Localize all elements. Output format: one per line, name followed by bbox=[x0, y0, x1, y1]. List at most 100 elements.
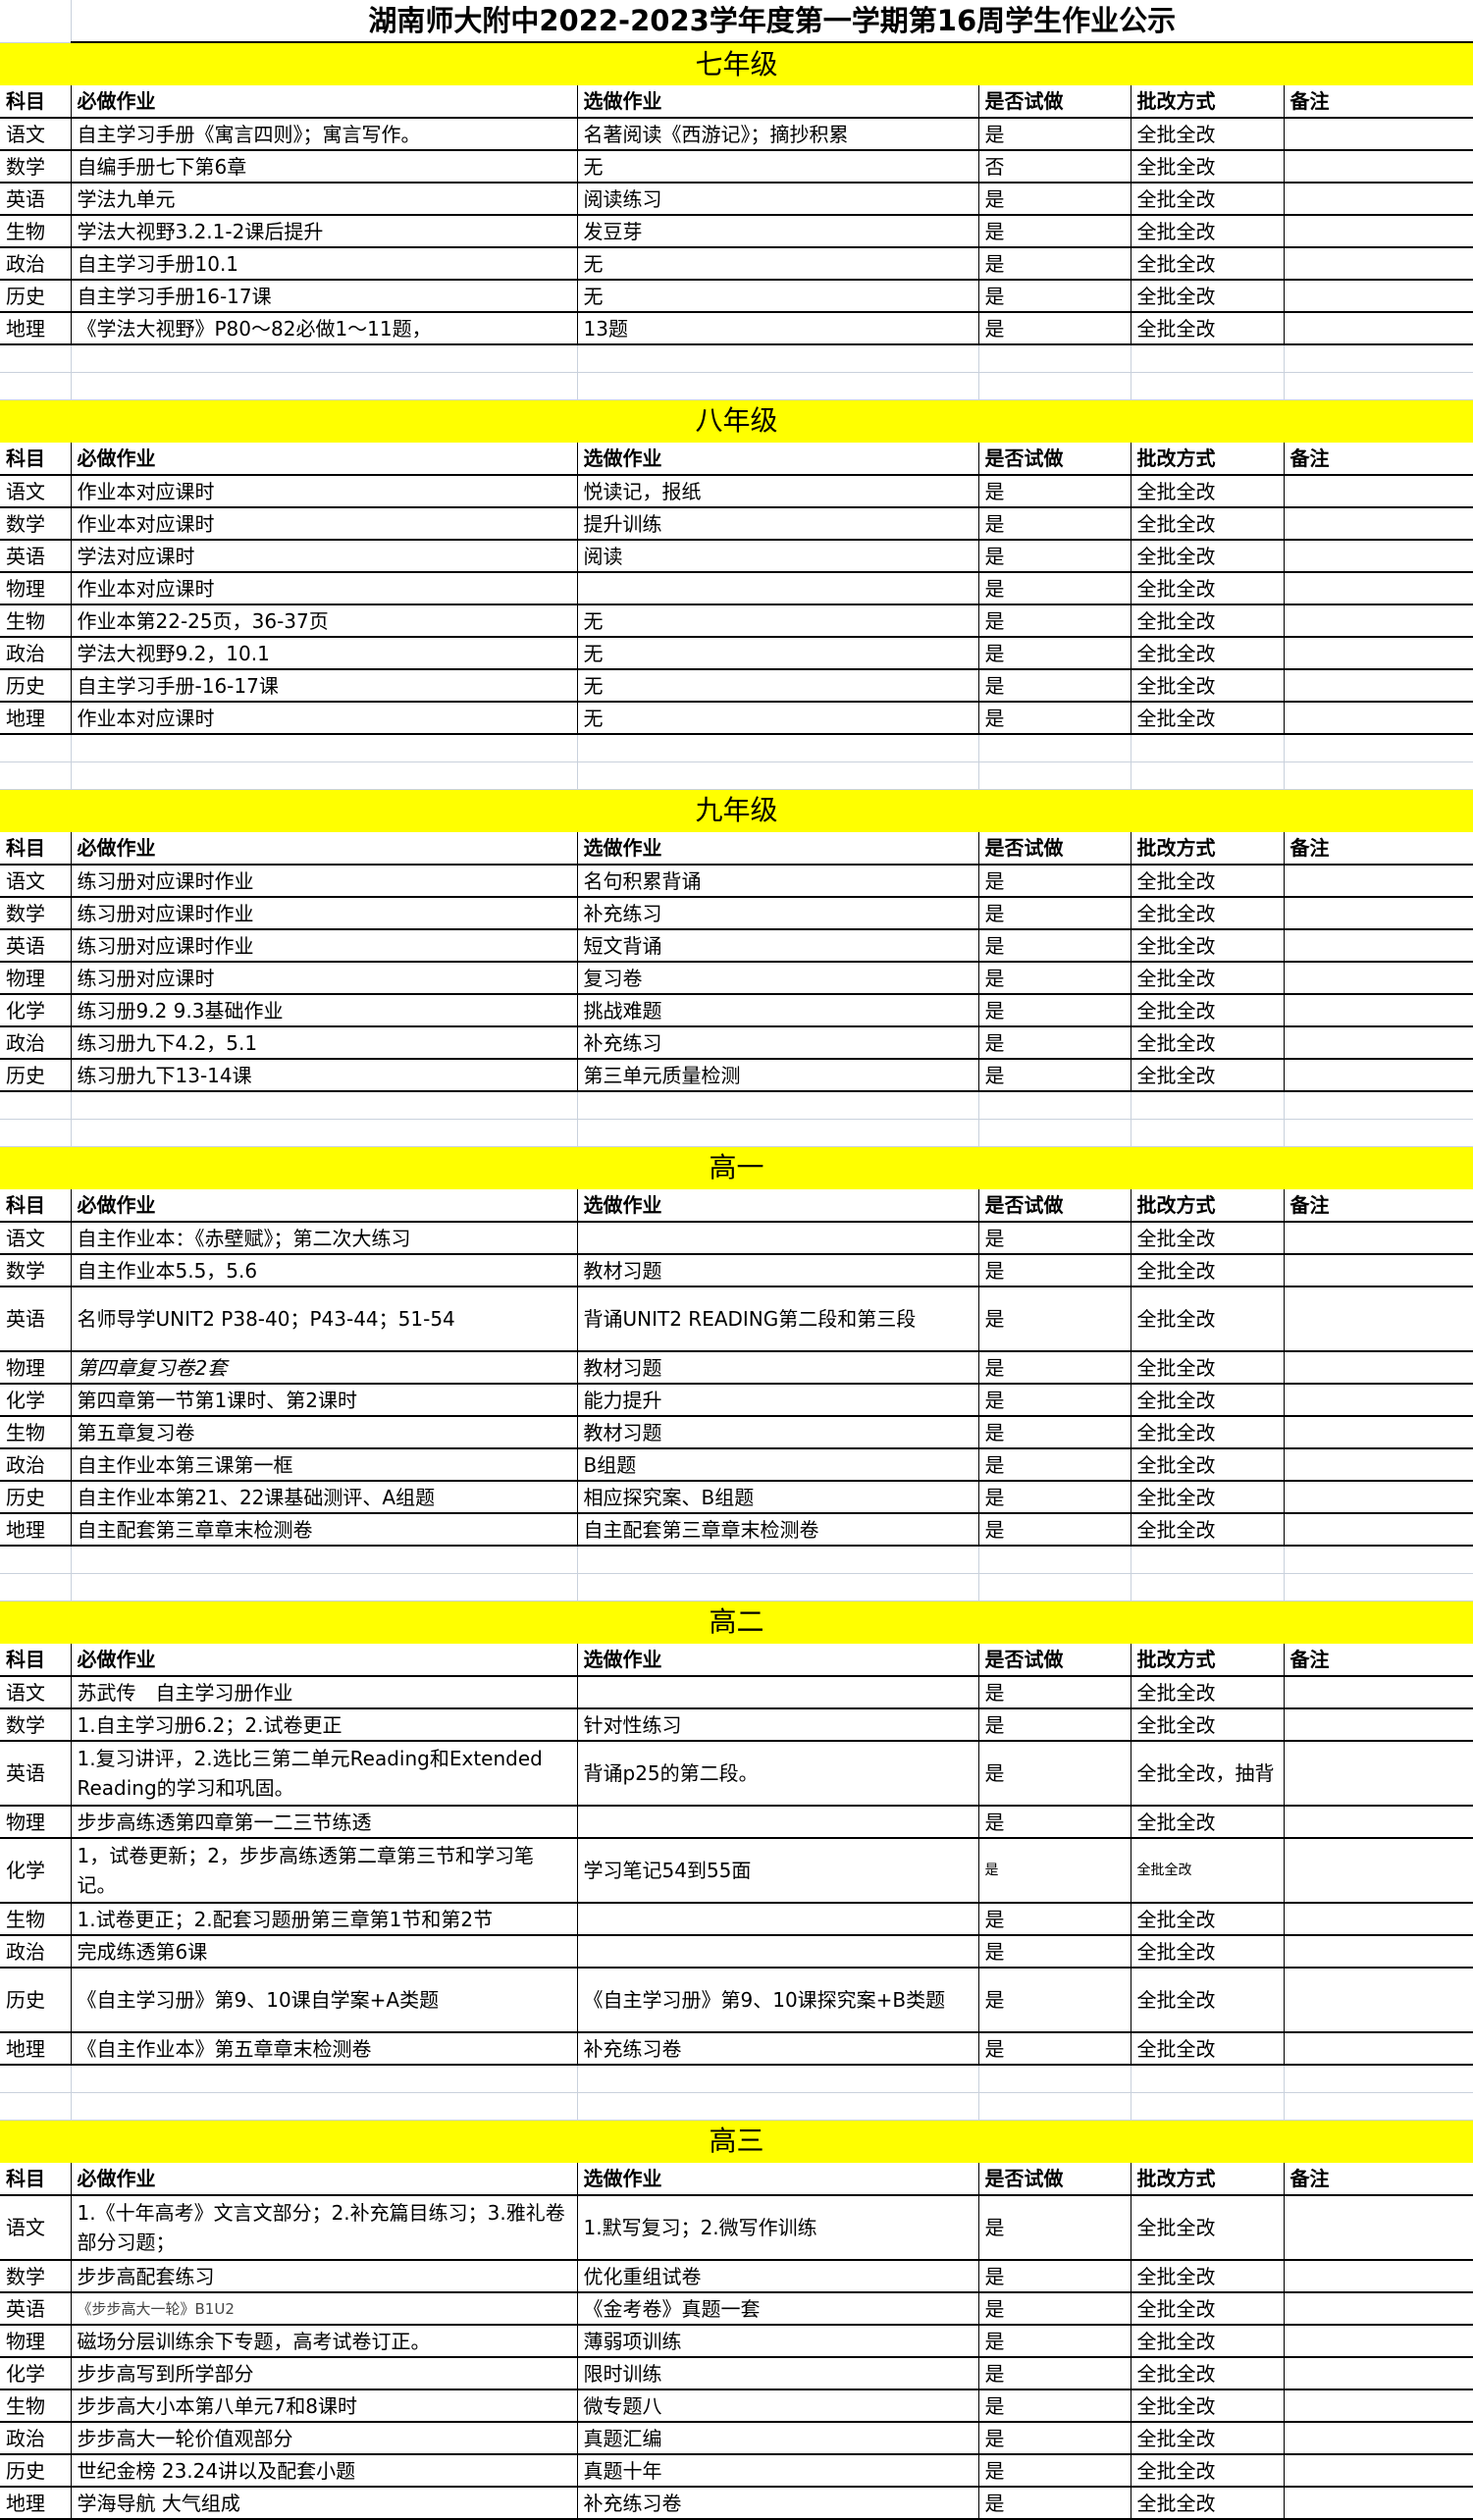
cell-optional[interactable]: 挑战难题 bbox=[577, 994, 979, 1027]
header-trial[interactable]: 是否试做 bbox=[978, 1189, 1131, 1223]
cell-trial[interactable]: 是 bbox=[978, 2195, 1131, 2261]
cell-grading[interactable]: 全批全改 bbox=[1131, 669, 1285, 703]
cell-subject[interactable]: 物理 bbox=[0, 572, 72, 605]
cell-grading[interactable]: 全批全改 bbox=[1131, 1968, 1285, 2033]
cell-grading[interactable]: 全批全改 bbox=[1131, 507, 1285, 541]
header-required[interactable]: 必做作业 bbox=[71, 832, 578, 866]
cell-optional[interactable]: 针对性练习 bbox=[577, 1708, 979, 1742]
cell-grading[interactable]: 全批全改 bbox=[1131, 604, 1285, 638]
cell-note[interactable] bbox=[1284, 702, 1473, 735]
cell-required[interactable]: 世纪金榜 23.24讲以及配套小题 bbox=[71, 2454, 578, 2488]
cell-note[interactable] bbox=[1284, 247, 1473, 281]
cell-required[interactable]: 1.试卷更正；2.配套习题册第三章第1节和第2节 bbox=[71, 1903, 578, 1936]
empty-cell[interactable] bbox=[71, 761, 578, 790]
empty-cell[interactable] bbox=[1131, 761, 1285, 790]
cell-subject[interactable]: 英语 bbox=[0, 183, 72, 216]
cell-subject[interactable]: 生物 bbox=[0, 1903, 72, 1936]
cell-grading[interactable]: 全批全改 bbox=[1131, 183, 1285, 216]
cell-note[interactable] bbox=[1284, 1935, 1473, 1969]
empty-cell[interactable] bbox=[577, 2065, 979, 2093]
header-note[interactable]: 备注 bbox=[1284, 832, 1473, 866]
cell-required[interactable]: 第四章第一节第1课时、第2课时 bbox=[71, 1384, 578, 1417]
cell-optional[interactable]: 背诵p25的第二段。 bbox=[577, 1741, 979, 1807]
header-note[interactable]: 备注 bbox=[1284, 85, 1473, 119]
empty-cell[interactable] bbox=[1284, 372, 1473, 400]
cell-trial[interactable]: 是 bbox=[978, 1741, 1131, 1807]
cell-note[interactable] bbox=[1284, 2325, 1473, 2358]
cell-note[interactable] bbox=[1284, 865, 1473, 898]
cell-required[interactable]: 自主学习手册-16-17课 bbox=[71, 669, 578, 703]
cell-optional[interactable]: 教材习题 bbox=[577, 1416, 979, 1449]
cell-optional[interactable]: 优化重组试卷 bbox=[577, 2260, 979, 2293]
cell-trial[interactable]: 是 bbox=[978, 994, 1131, 1027]
cell-subject[interactable]: 英语 bbox=[0, 540, 72, 573]
cell-subject[interactable]: 语文 bbox=[0, 118, 72, 151]
cell-required[interactable]: 步步高大一轮价值观部分 bbox=[71, 2422, 578, 2455]
empty-cell[interactable] bbox=[1131, 734, 1285, 762]
cell-note[interactable] bbox=[1284, 1026, 1473, 1060]
header-required[interactable]: 必做作业 bbox=[71, 85, 578, 119]
cell-subject[interactable]: 历史 bbox=[0, 669, 72, 703]
grade-title[interactable]: 高二 bbox=[0, 1601, 1473, 1644]
cell-grading[interactable]: 全批全改 bbox=[1131, 1708, 1285, 1742]
cell-required[interactable]: 苏武传 自主学习册作业 bbox=[71, 1676, 578, 1709]
cell-note[interactable] bbox=[1284, 2487, 1473, 2520]
header-subject[interactable]: 科目 bbox=[0, 1189, 72, 1223]
header-subject[interactable]: 科目 bbox=[0, 85, 72, 119]
cell-trial[interactable]: 是 bbox=[978, 2454, 1131, 2488]
cell-note[interactable] bbox=[1284, 669, 1473, 703]
cell-required[interactable]: 自主学习手册10.1 bbox=[71, 247, 578, 281]
cell-grading[interactable]: 全批全改 bbox=[1131, 1286, 1285, 1352]
cell-grading[interactable]: 全批全改 bbox=[1131, 280, 1285, 313]
cell-subject[interactable]: 政治 bbox=[0, 1448, 72, 1482]
cell-optional[interactable]: 能力提升 bbox=[577, 1384, 979, 1417]
cell-subject[interactable]: 化学 bbox=[0, 994, 72, 1027]
cell-grading[interactable]: 全批全改 bbox=[1131, 994, 1285, 1027]
empty-cell[interactable] bbox=[0, 1091, 72, 1120]
cell-required[interactable]: 作业本对应课时 bbox=[71, 702, 578, 735]
cell-subject[interactable]: 语文 bbox=[0, 475, 72, 508]
cell-grading[interactable]: 全批全改 bbox=[1131, 2032, 1285, 2066]
cell-trial[interactable]: 是 bbox=[978, 215, 1131, 248]
cell-note[interactable] bbox=[1284, 1806, 1473, 1839]
cell-note[interactable] bbox=[1284, 312, 1473, 345]
grade-title[interactable]: 高一 bbox=[0, 1146, 1473, 1189]
cell-subject[interactable]: 数学 bbox=[0, 1254, 72, 1287]
cell-grading[interactable]: 全批全改 bbox=[1131, 2389, 1285, 2423]
empty-cell[interactable] bbox=[0, 1119, 72, 1147]
cell-optional[interactable]: 无 bbox=[577, 604, 979, 638]
empty-cell[interactable] bbox=[1131, 1119, 1285, 1147]
empty-cell[interactable] bbox=[978, 734, 1131, 762]
header-trial[interactable]: 是否试做 bbox=[978, 832, 1131, 866]
empty-cell[interactable] bbox=[978, 344, 1131, 373]
header-optional[interactable]: 选做作业 bbox=[577, 832, 979, 866]
cell-grading[interactable]: 全批全改 bbox=[1131, 702, 1285, 735]
empty-cell[interactable] bbox=[577, 1091, 979, 1120]
cell-required[interactable]: 自主作业本第三课第一框 bbox=[71, 1448, 578, 1482]
cell-trial[interactable]: 是 bbox=[978, 247, 1131, 281]
cell-optional[interactable] bbox=[577, 1222, 979, 1255]
empty-cell[interactable] bbox=[978, 2092, 1131, 2121]
cell-grading[interactable]: 全批全改 bbox=[1131, 1351, 1285, 1385]
cell-note[interactable] bbox=[1284, 2389, 1473, 2423]
empty-cell[interactable] bbox=[978, 761, 1131, 790]
header-optional[interactable]: 选做作业 bbox=[577, 1189, 979, 1223]
cell-required[interactable]: 步步高大小本第八单元7和8课时 bbox=[71, 2389, 578, 2423]
empty-cell[interactable] bbox=[978, 2065, 1131, 2093]
cell-subject[interactable]: 化学 bbox=[0, 1384, 72, 1417]
cell-note[interactable] bbox=[1284, 1481, 1473, 1514]
cell-subject[interactable]: 物理 bbox=[0, 1806, 72, 1839]
cell-trial[interactable]: 是 bbox=[978, 507, 1131, 541]
cell-grading[interactable]: 全批全改 bbox=[1131, 897, 1285, 930]
cell-optional[interactable]: 补充练习卷 bbox=[577, 2032, 979, 2066]
cell-optional[interactable] bbox=[577, 1935, 979, 1969]
header-required[interactable]: 必做作业 bbox=[71, 2163, 578, 2196]
cell-optional[interactable] bbox=[577, 1903, 979, 1936]
cell-trial[interactable]: 是 bbox=[978, 2487, 1131, 2520]
cell-required[interactable]: 练习册9.2 9.3基础作业 bbox=[71, 994, 578, 1027]
cell-required[interactable]: 《学法大视野》P80～82必做1～11题， bbox=[71, 312, 578, 345]
cell-trial[interactable]: 是 bbox=[978, 897, 1131, 930]
cell-trial[interactable]: 是 bbox=[978, 702, 1131, 735]
cell-required[interactable]: 自主学习手册16-17课 bbox=[71, 280, 578, 313]
empty-cell[interactable] bbox=[978, 1546, 1131, 1574]
